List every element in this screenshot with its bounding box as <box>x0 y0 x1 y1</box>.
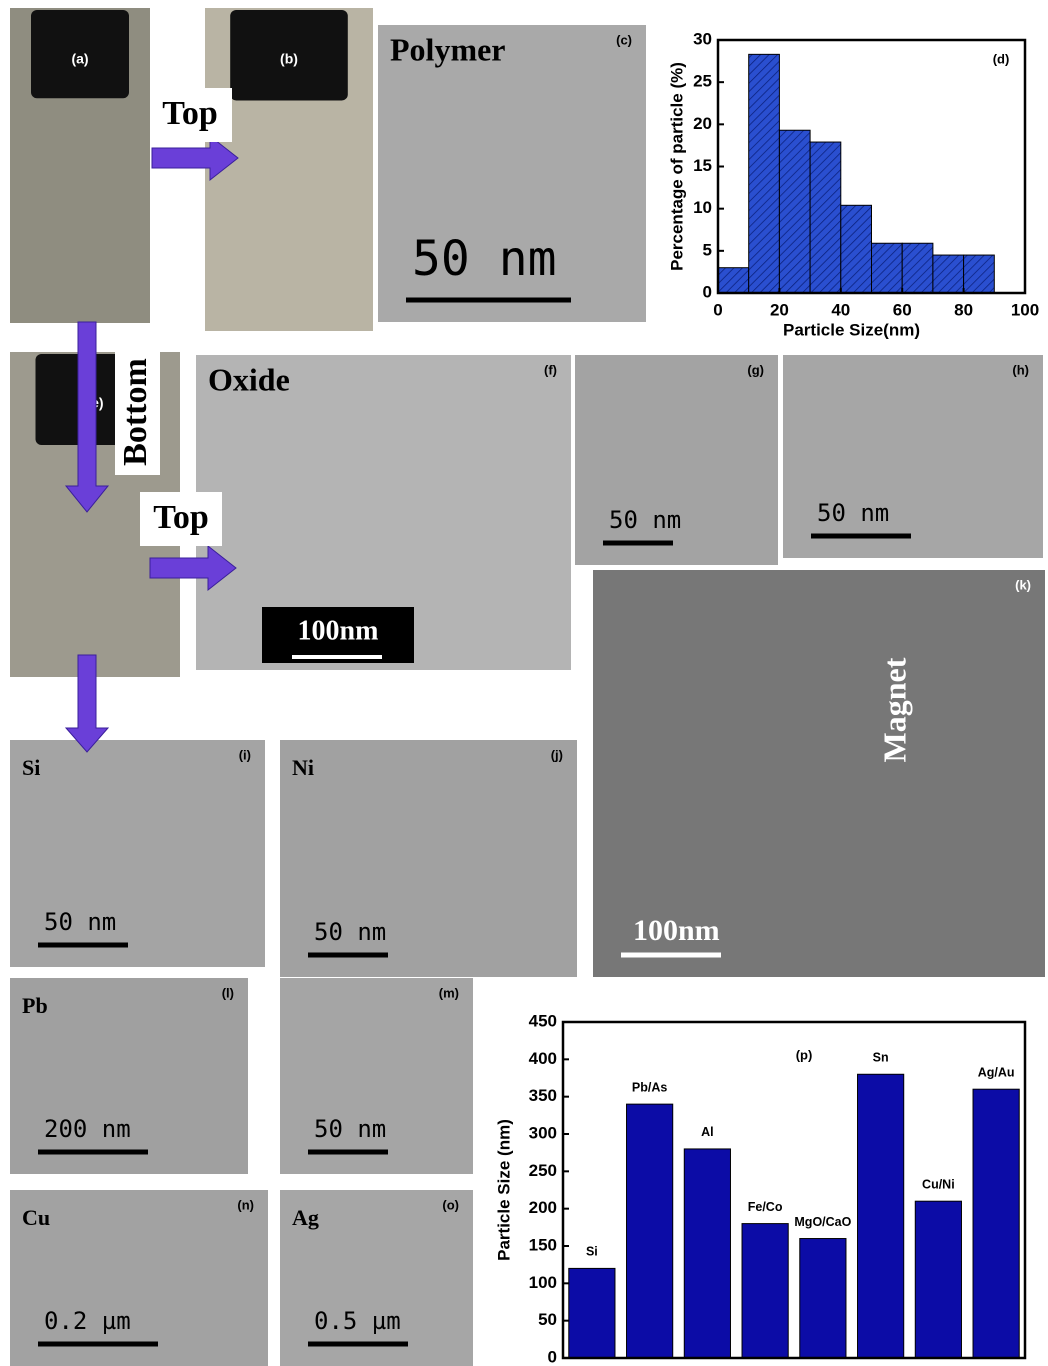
panel-note: Magnet <box>876 657 912 762</box>
panel-label: (n) <box>237 1197 254 1212</box>
panel-label: (c) <box>616 32 632 47</box>
panel-title: Ag <box>292 1205 319 1230</box>
panel-label: (f) <box>544 362 557 377</box>
scale-bar-label: 50 nm <box>412 231 557 287</box>
panel-label: (o) <box>442 1197 459 1212</box>
y-tick-label: 20 <box>693 114 712 133</box>
panel-label: (p) <box>796 1047 813 1062</box>
panel-label: (l) <box>222 985 234 1000</box>
panel-label: (j) <box>551 747 563 762</box>
panel-label: (d) <box>993 51 1010 66</box>
scale-bar-label: 200 nm <box>44 1115 131 1143</box>
bar <box>569 1268 615 1358</box>
bar-category-label: MgO/CaO <box>794 1215 851 1229</box>
bar-category-label: Pb/As <box>632 1080 667 1094</box>
panel-title: Ni <box>292 755 314 780</box>
histogram-bar <box>779 130 810 293</box>
scale-bar-label: 50 nm <box>44 908 116 936</box>
panel-label: (b) <box>280 51 298 67</box>
scale-bar-label: 0.5 µm <box>314 1307 401 1335</box>
x-tick-label: 20 <box>770 300 789 319</box>
bar-category-label: Al <box>701 1125 714 1139</box>
x-tick-label: 100 <box>1011 300 1039 319</box>
histogram-bar <box>964 255 995 293</box>
histogram-bar <box>872 243 903 293</box>
bar <box>800 1239 846 1358</box>
x-axis-label: Particle Size(nm) <box>783 320 920 339</box>
x-tick-label: 40 <box>831 300 850 319</box>
page: { "panels": [ {"label": "(a)"}, {"label"… <box>0 0 1048 1366</box>
x-tick-label: 60 <box>893 300 912 319</box>
scale-bar-label: 50 nm <box>817 499 889 527</box>
scale-bar-label: 50 nm <box>609 506 681 534</box>
panel-title: Polymer <box>390 31 506 67</box>
scale-bar-label: 0.2 µm <box>44 1307 131 1335</box>
scale-bar-label: 100nm <box>298 615 379 646</box>
x-tick-label: 80 <box>954 300 973 319</box>
panel-title: Cu <box>22 1205 50 1230</box>
image-panel <box>280 978 473 1174</box>
bar-category-label: Si <box>586 1245 598 1259</box>
y-tick-label: 5 <box>703 240 712 259</box>
histogram-bar <box>933 255 964 293</box>
panel-label: (g) <box>747 362 764 377</box>
image-panel <box>783 355 1043 558</box>
panel-title: Pb <box>22 993 48 1018</box>
y-tick-label: 100 <box>529 1273 557 1292</box>
y-tick-label: 50 <box>538 1310 557 1329</box>
panel-title: Oxide <box>208 361 290 397</box>
figure: (a)(b)(c)Polymer50 nm(e)(f)Oxide100nm(g)… <box>0 0 1048 1366</box>
bar <box>973 1089 1019 1358</box>
arrow-label: Bottom <box>117 358 154 466</box>
panel-label: (a) <box>71 51 88 67</box>
histogram-bar <box>749 54 780 293</box>
bar-category-label: Sn <box>873 1051 889 1065</box>
bar <box>627 1104 673 1358</box>
arrow-label: Top <box>153 499 208 536</box>
scale-bar-label: 100nm <box>633 914 720 947</box>
arrow-label: Top <box>162 95 217 132</box>
bar <box>742 1224 788 1358</box>
panel-title: Si <box>22 755 40 780</box>
y-tick-label: 250 <box>529 1161 557 1180</box>
y-tick-label: 25 <box>693 72 712 91</box>
y-tick-label: 150 <box>529 1235 557 1254</box>
histogram-bar <box>718 268 749 293</box>
histogram-bar <box>810 142 841 293</box>
y-tick-label: 400 <box>529 1049 557 1068</box>
scale-bar-label: 50 nm <box>314 1115 386 1143</box>
y-tick-label: 200 <box>529 1198 557 1217</box>
histogram-bar <box>841 205 872 293</box>
y-tick-label: 300 <box>529 1123 557 1142</box>
bar-category-label: Cu/Ni <box>922 1177 955 1191</box>
y-axis-label: Percentage of particle (%) <box>667 62 686 271</box>
y-tick-label: 15 <box>693 156 712 175</box>
panel-label: (m) <box>439 985 459 1000</box>
panel-label: (h) <box>1012 362 1029 377</box>
x-tick-label: 0 <box>713 300 722 319</box>
bar <box>858 1074 904 1358</box>
y-axis-label: Particle Size (nm) <box>494 1119 513 1261</box>
y-tick-label: 0 <box>703 282 712 301</box>
y-tick-label: 30 <box>693 29 712 48</box>
bar <box>915 1201 961 1358</box>
bar <box>684 1149 730 1358</box>
histogram-bar <box>902 243 933 293</box>
panel-label: (k) <box>1015 577 1031 592</box>
bar-category-label: Fe/Co <box>748 1200 783 1214</box>
y-tick-label: 10 <box>693 198 712 217</box>
y-tick-label: 350 <box>529 1086 557 1105</box>
scale-bar-label: 50 nm <box>314 918 386 946</box>
panel-label: (i) <box>239 747 251 762</box>
y-tick-label: 450 <box>529 1011 557 1030</box>
y-tick-label: 0 <box>548 1347 557 1366</box>
bar-category-label: Ag/Au <box>978 1065 1015 1079</box>
